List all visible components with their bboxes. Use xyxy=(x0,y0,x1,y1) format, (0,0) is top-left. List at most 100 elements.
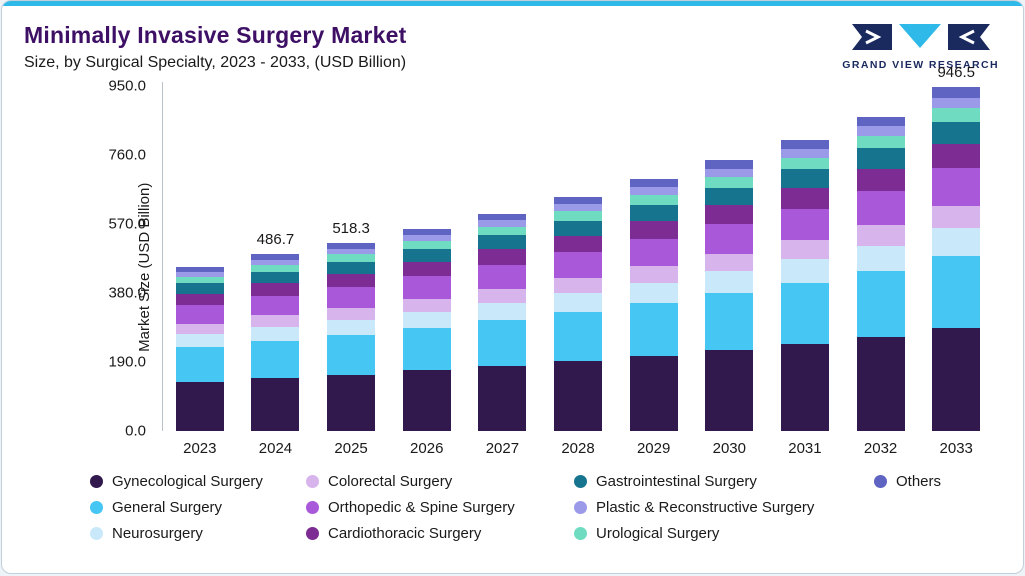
bar-segment xyxy=(478,302,527,321)
bar-segment xyxy=(780,208,829,241)
bar-segment xyxy=(327,307,376,320)
bar-segment xyxy=(856,336,905,431)
bar-segment xyxy=(780,140,829,149)
bar-segment xyxy=(554,235,603,253)
bar-slot-2030 xyxy=(691,86,767,431)
bar-segment xyxy=(705,176,754,188)
bar-segment xyxy=(478,226,527,236)
bar-segment xyxy=(251,254,300,260)
legend-item: Others xyxy=(874,473,1023,490)
bar-segment xyxy=(175,334,224,348)
x-tick-label: 2028 xyxy=(561,440,595,457)
bar-segment xyxy=(932,168,981,206)
bar-segment xyxy=(932,205,981,229)
page-title: Minimally Invasive Surgery Market xyxy=(24,22,407,48)
stacked-bar-2026 xyxy=(402,86,451,431)
bar-segment xyxy=(705,224,754,254)
bar-segment xyxy=(402,234,451,241)
bar-segment xyxy=(554,211,603,221)
stacked-bar-2025: 518.3 xyxy=(327,86,376,431)
bar-segment xyxy=(705,168,754,177)
bar-segment xyxy=(705,293,754,350)
stacked-bar-2033: 946.5 xyxy=(932,64,981,431)
bar-segment xyxy=(251,377,300,431)
grand-view-research-logo: GRAND VIEW RESEARCH xyxy=(842,24,999,71)
page-subtitle: Size, by Surgical Specialty, 2023 - 2033… xyxy=(24,54,407,71)
y-tick-label: 760.0 xyxy=(108,146,146,164)
bar-segment xyxy=(554,277,603,294)
legend-label: Others xyxy=(896,473,942,490)
bar-segment xyxy=(478,235,527,250)
legend-dot-icon xyxy=(574,527,587,540)
bar-segment xyxy=(856,270,905,337)
y-tick-label: 950.0 xyxy=(108,77,146,95)
x-tick-label: 2024 xyxy=(258,440,293,457)
bar-segment xyxy=(327,273,376,288)
legend-item: General Surgery xyxy=(90,499,306,516)
bar-segment xyxy=(629,355,678,431)
bar-segment xyxy=(780,240,829,260)
bar-segment xyxy=(554,252,603,278)
bar-segment xyxy=(327,374,376,431)
bar-segment xyxy=(780,157,829,170)
legend-dot-icon xyxy=(874,475,887,488)
bar-slot-2026 xyxy=(389,86,465,431)
bar-segment xyxy=(856,190,905,226)
legend-item: Gastrointestinal Surgery xyxy=(574,473,874,490)
legend-item: Neurosurgery xyxy=(90,525,306,542)
bar-segment xyxy=(705,271,754,294)
bar-segment xyxy=(705,253,754,272)
bar-slot-2029 xyxy=(616,86,692,431)
bar-slot-2032 xyxy=(843,86,919,431)
bar-segment xyxy=(856,116,905,127)
x-tick-label: 2030 xyxy=(712,440,746,457)
x-axis-ticks: 2023 2024 2025 2026 2027 2028 2029 2030 2031 2032… xyxy=(162,440,994,457)
bar-segment xyxy=(554,220,603,236)
bar-segment xyxy=(251,326,300,341)
legend-item: Urological Surgery xyxy=(574,525,874,542)
legend-row: General Surgery Orthopedic & Spine Surger… xyxy=(90,499,1023,516)
stacked-bar-2027 xyxy=(478,86,527,431)
bar-segment xyxy=(780,343,829,431)
y-axis-ticks: 0.0 190.0 380.0 570.0 760.0 950.0 xyxy=(84,78,154,440)
bar-segment xyxy=(932,107,981,122)
bar-segment xyxy=(629,187,678,195)
bar-segment xyxy=(780,148,829,158)
x-tick-label: 2031 xyxy=(788,440,822,457)
legend-dot-icon xyxy=(90,527,103,540)
bar-segment xyxy=(478,249,527,265)
legend-dot-icon xyxy=(306,501,319,514)
legend-label: Plastic & Reconstructive Surgery xyxy=(596,499,815,516)
y-tick-label: 570.0 xyxy=(108,215,146,233)
legend-row: Neurosurgery Cardiothoracic Surgery Urolog… xyxy=(90,525,1023,542)
stacked-bar-2029 xyxy=(629,86,678,431)
bar-segment xyxy=(402,240,451,249)
legend-label: Gastrointestinal Surgery xyxy=(596,473,757,490)
bar-segment xyxy=(856,126,905,136)
bar-segment xyxy=(251,315,300,327)
plot-area: 0.0 190.0 380.0 570.0 760.0 950.0 486.7 518.3 9… xyxy=(108,64,994,457)
bar-segment xyxy=(856,135,905,149)
bar-segment xyxy=(478,220,527,227)
bar-segment xyxy=(478,320,527,366)
bar-segment xyxy=(856,225,905,246)
bar-segment xyxy=(175,276,224,284)
stacked-bar-2032 xyxy=(856,86,905,431)
x-tick-label: 2032 xyxy=(863,440,898,457)
legend-label: Neurosurgery xyxy=(112,525,203,542)
bar-segment xyxy=(780,282,829,344)
stacked-bar-2023 xyxy=(175,86,224,431)
header: Minimally Invasive Surgery Market Size, … xyxy=(2,6,1023,72)
bar-segment xyxy=(251,272,300,284)
legend: Gynecological Surgery Colorectal Surgery G… xyxy=(90,473,1023,542)
bar-segment xyxy=(780,169,829,189)
bar-slot-2025: 518.3 xyxy=(313,86,389,431)
bar-segment xyxy=(175,283,224,294)
legend-dot-icon xyxy=(90,501,103,514)
bar-slot-2033: 946.5 xyxy=(918,64,994,431)
bar-segment xyxy=(175,293,224,306)
legend-label: Urological Surgery xyxy=(596,525,720,542)
bar-segment xyxy=(629,220,678,239)
bar-segment xyxy=(402,276,451,299)
